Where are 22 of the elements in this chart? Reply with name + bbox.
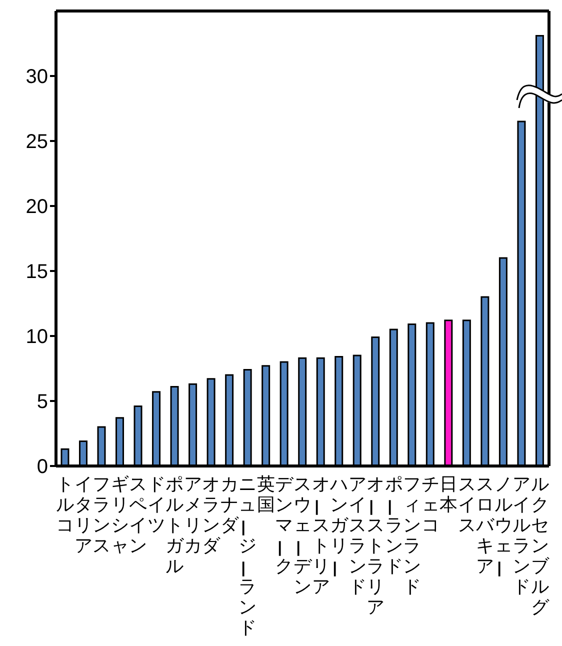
y-tick-label: 25 [26,131,48,154]
x-tick-label: ドイツ [147,474,166,535]
y-tick-label: 15 [26,261,48,284]
x-tick-label: ルクセンブルグ [530,474,550,617]
x-tick-label: 日本 [440,474,458,514]
y-tick-label: 0 [36,456,48,478]
x-tick-label: チェコ [421,474,440,535]
x-tick-label: オランダ [202,474,222,556]
x-tick-label: アイルランド [512,474,531,596]
x-tick-label: アメリカ [184,474,202,556]
x-tick-label: フランス [92,474,111,556]
y-tick-label: 5 [36,391,48,414]
y-tick-label: 30 [26,66,48,88]
x-tick-label: スイス [458,474,476,535]
x-tick-label: スペイン [129,474,148,556]
x-tick-label: イタリア [74,474,92,556]
x-tick-label: トルコ [56,474,74,535]
y-tick-label: 10 [26,326,48,348]
y-tick-label: 20 [26,196,48,218]
x-tick-label: ポルトガル [166,474,185,576]
x-tick-label: フィンランド [403,474,422,596]
x-tick-label: ギリシャ [110,474,129,556]
